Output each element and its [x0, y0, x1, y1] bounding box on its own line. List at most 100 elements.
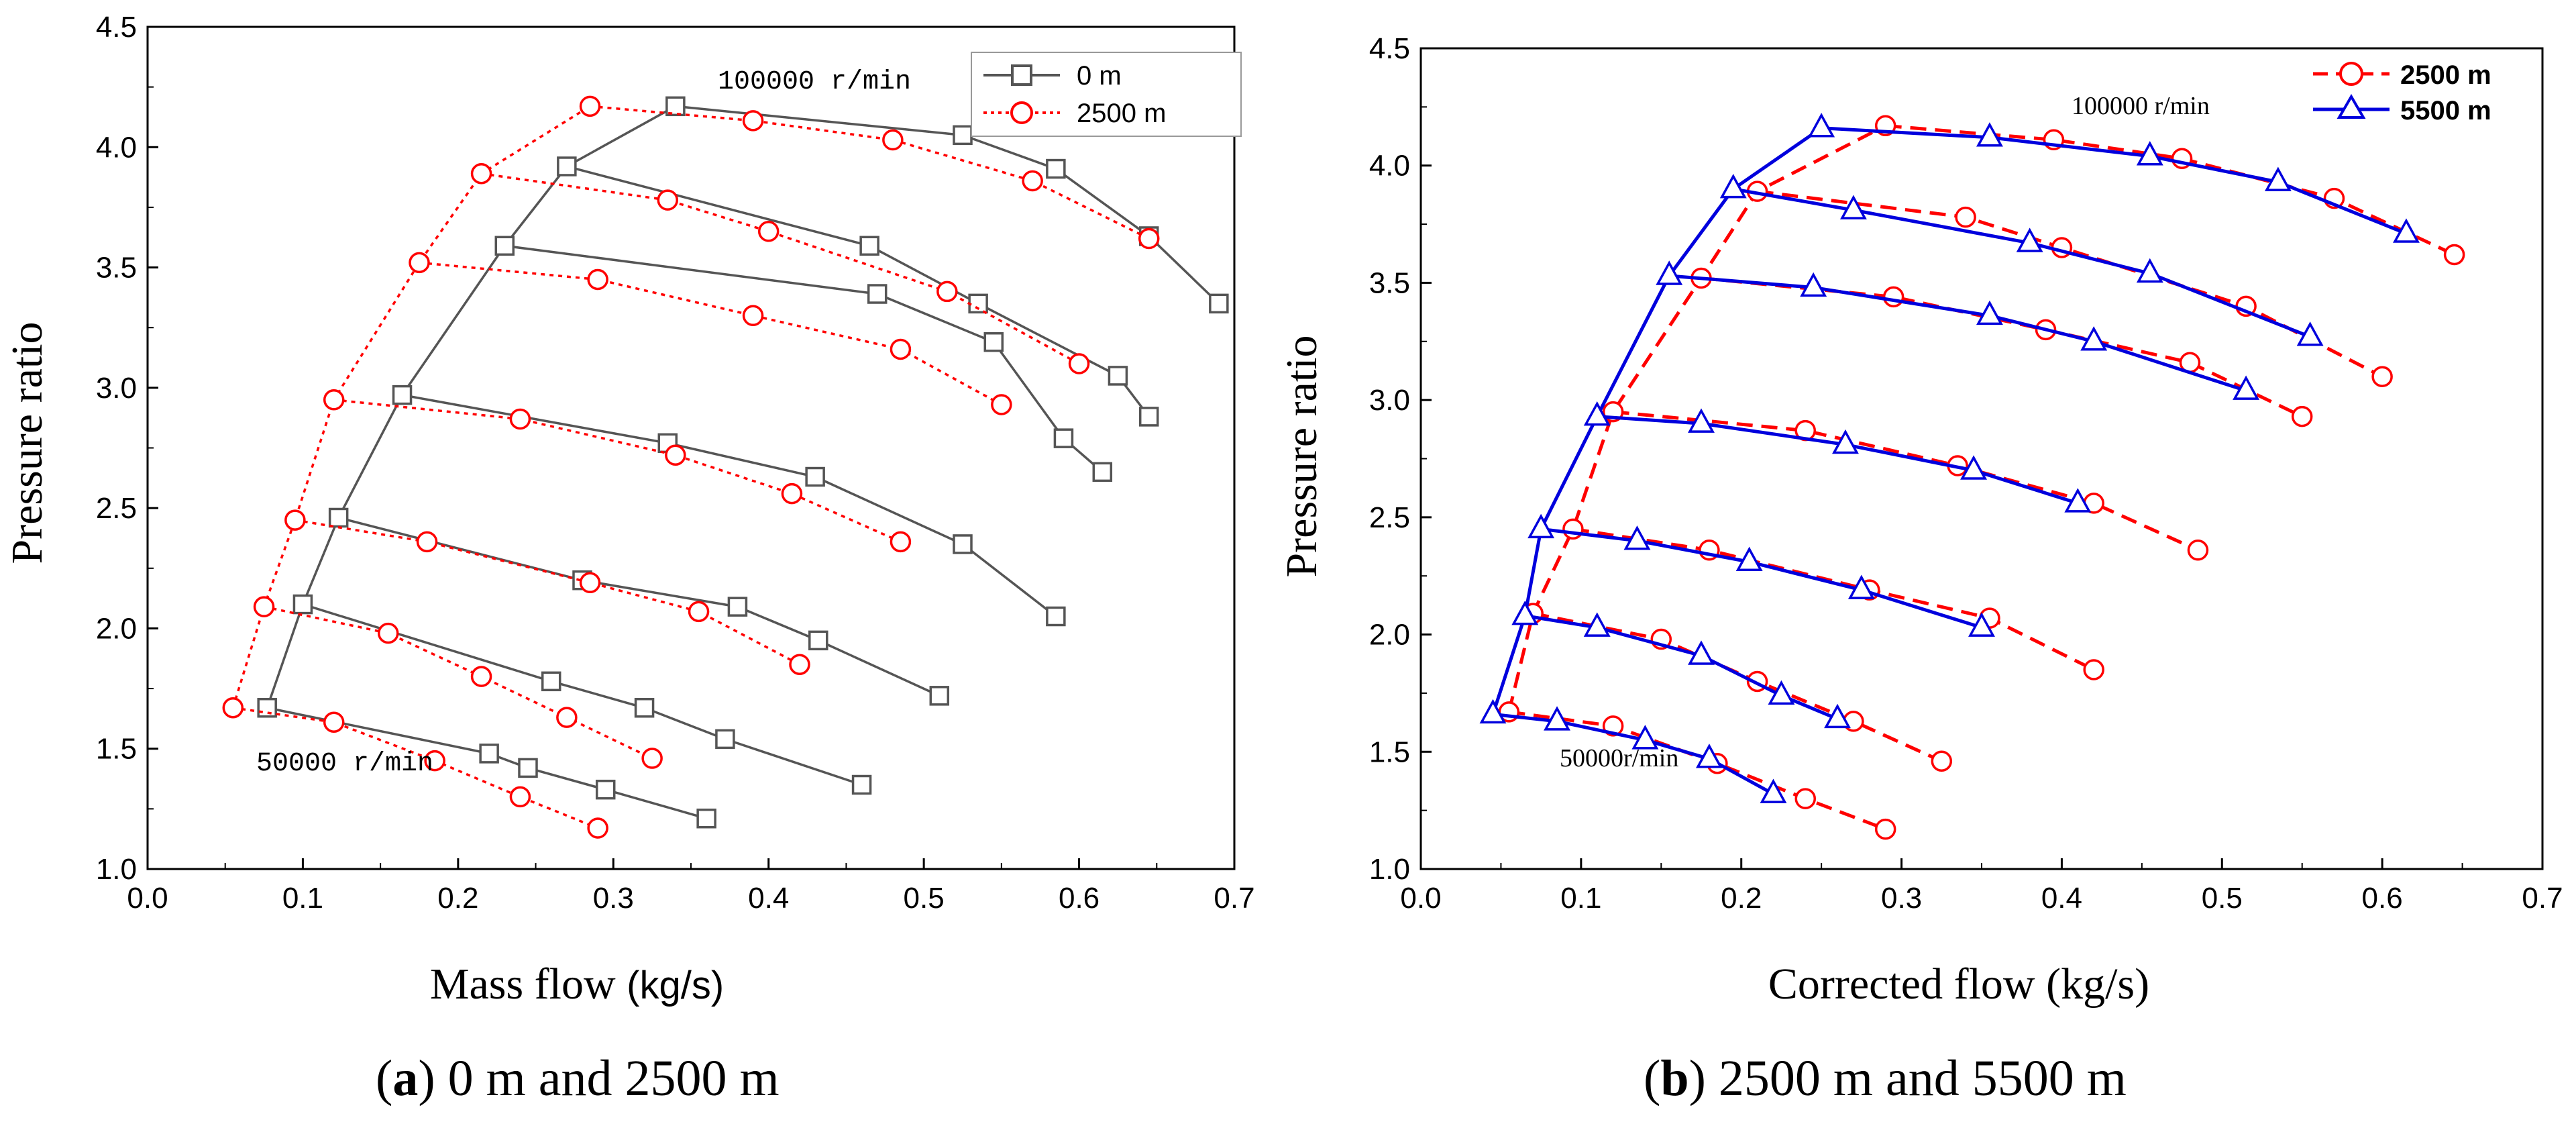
y-tick-label: 3.0: [1369, 384, 1410, 417]
legend-marker-square: [1011, 64, 1032, 86]
legend-label-0m: 0 m: [1077, 61, 1122, 91]
data-point-5500m: [1800, 272, 1827, 297]
caption-b: (b) 2500 m and 5500 m: [1644, 1050, 2127, 1107]
data-point-5500m: [1623, 525, 1651, 550]
data-point-5500m: [1968, 612, 1995, 637]
data-point-0m: [953, 534, 973, 554]
y-tick-label: 2.0: [1369, 619, 1410, 652]
data-point-2500m: [587, 268, 608, 291]
y-tick-label: 4.0: [96, 131, 137, 164]
y-tick-label: 4.5: [1369, 32, 1410, 65]
x-tick-label: 0.7: [1214, 882, 1254, 915]
data-point-5500m: [1976, 300, 2003, 325]
speed-line-2500m-3: [294, 519, 800, 666]
series-2500m: [222, 95, 1160, 839]
data-point-5500m: [1960, 455, 1988, 480]
speed-line-2500m-5: [419, 261, 1002, 406]
speed-line-2500m-4: [333, 399, 902, 543]
data-point-0m: [1053, 428, 1074, 448]
speed-line-5500m-4: [1597, 415, 2079, 505]
speed-line-2500m-7: [1885, 123, 2455, 256]
series-0m: [257, 96, 1229, 829]
legend-marker-circle-b: [2339, 62, 2363, 86]
data-point-2500m: [2291, 405, 2313, 427]
data-point-2500m: [742, 305, 764, 327]
data-point-2500m: [2187, 540, 2209, 561]
y-tick-label: 1.0: [96, 853, 137, 886]
speed-line-5500m-7: [1821, 126, 2407, 236]
data-point-0m: [715, 729, 735, 750]
x-axis-title-b: Corrected flow (kg/s): [1768, 960, 2149, 1009]
y-axis-title-b: Pressure ratio: [1277, 335, 1326, 577]
series-group-a: [222, 95, 1229, 839]
data-point-2500m: [1068, 353, 1090, 374]
data-point-2500m: [1562, 518, 1584, 540]
y-tick-label: 3.5: [96, 252, 137, 285]
data-point-0m: [983, 332, 1004, 352]
data-point-0m: [292, 594, 313, 615]
data-point-5500m: [1631, 725, 1659, 750]
data-point-5500m: [1768, 680, 1795, 705]
legend-label-2500m-a: 2500 m: [1077, 99, 1166, 128]
data-point-0m: [479, 744, 499, 764]
data-point-2500m: [323, 711, 345, 733]
data-point-0m: [257, 698, 277, 718]
legend-label-2500m-b: 2500 m: [2400, 60, 2491, 90]
data-point-2500m: [757, 221, 780, 242]
data-point-0m: [805, 466, 825, 487]
data-point-2500m: [688, 601, 710, 623]
data-point-2500m: [2083, 659, 2104, 680]
y-tick-label: 1.0: [1369, 853, 1410, 886]
data-point-5500m: [1839, 195, 1867, 219]
data-point-2500m: [424, 750, 445, 772]
axis-ticks-b: 0.0 0.1 0.2 0.3 0.4 0.5 0.6 0.7 1.0 1.5 2.0 2.5 3.0 3…: [1369, 32, 2563, 915]
x-tick-label: 0.7: [2522, 882, 2563, 915]
y-tick-label: 2.5: [96, 492, 137, 525]
data-point-2500m: [222, 697, 244, 719]
data-point-5500m: [2296, 321, 2324, 346]
speed-line-2500m-3: [1572, 527, 2095, 672]
data-point-2500m: [377, 622, 399, 644]
data-point-2500m: [1955, 206, 1976, 228]
speed-line-5500m-6: [1733, 187, 2311, 339]
data-point-5500m: [1544, 706, 1570, 731]
legend-marker-triangle: [2337, 94, 2366, 119]
data-point-5500m: [1583, 612, 1611, 637]
chart-panel-b: 0.0 0.1 0.2 0.3 0.4 0.5 0.6 0.7 1.0 1.5 2.0 2.5 3.0 3…: [1277, 32, 2563, 1107]
data-point-2500m: [657, 189, 679, 211]
data-point-0m: [867, 284, 888, 304]
data-point-2500m: [509, 408, 531, 430]
data-point-2500m: [742, 110, 764, 132]
data-point-0m: [851, 774, 872, 795]
data-point-2500m: [579, 95, 601, 117]
data-point-5500m: [1695, 744, 1723, 768]
data-point-2500m: [890, 338, 912, 360]
y-tick-label: 3.5: [1369, 266, 1410, 299]
x-tick-label: 0.2: [437, 882, 478, 915]
data-point-2500m: [1794, 788, 1817, 809]
speed-line-0m-4: [402, 393, 1057, 617]
y-tick-label: 1.5: [1369, 735, 1410, 768]
data-point-0m: [665, 96, 686, 117]
data-point-0m: [859, 236, 879, 256]
data-point-5500m: [1688, 640, 1715, 665]
x-tick-label: 0.0: [127, 882, 168, 915]
caption-a: (a) 0 m and 2500 m: [376, 1050, 780, 1107]
x-tick-label: 0.1: [282, 882, 323, 915]
data-point-2500m: [284, 509, 306, 531]
data-point-2500m: [1022, 170, 1043, 192]
data-point-2500m: [2443, 244, 2465, 266]
data-point-2500m: [936, 280, 958, 303]
data-point-0m: [557, 156, 577, 176]
y-tick-label: 1.5: [96, 733, 137, 766]
data-point-2500m: [781, 482, 803, 505]
chart-panel-a: 0.0 0.1 0.2 0.3 0.4 0.5 0.6 0.7 1.0 1.5 2.0 2.5 3.0 3…: [3, 11, 1255, 1107]
data-point-0m: [634, 698, 655, 718]
data-point-5500m: [1688, 408, 1715, 433]
legend-marker-circle-a: [1010, 101, 1033, 124]
data-point-2500m: [579, 572, 601, 594]
data-point-5500m: [1583, 401, 1611, 426]
x-tick-label: 0.5: [2202, 882, 2243, 915]
data-point-5500m: [2080, 326, 2108, 351]
